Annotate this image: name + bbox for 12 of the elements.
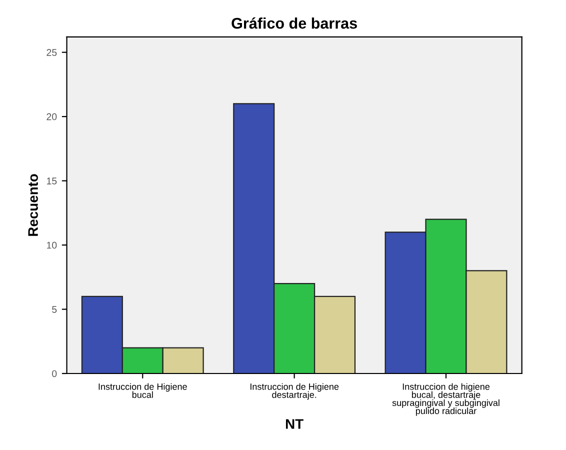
y-tick-label: 10 <box>46 242 57 249</box>
y-tick-label: 15 <box>46 178 57 184</box>
y-tick-label: 20 <box>46 113 57 120</box>
x-tick-label: Instruccion de Higiene destartraje. <box>250 383 339 400</box>
y-tick-label: 25 <box>46 49 57 56</box>
y-tick-label: 5 <box>52 306 57 313</box>
y-tick-label: 0 <box>52 370 57 378</box>
y-axis-title: Recuento <box>28 174 38 236</box>
x-tick-label: Instruccion de higiene bucal, destartraje supragingival y subgingival pulido radicular <box>392 383 500 416</box>
x-tick-label: Instruccion de Higiene bucal <box>98 383 187 398</box>
x-axis-title: NT <box>286 419 304 429</box>
chart-title: Gráfico de barras <box>232 17 357 29</box>
